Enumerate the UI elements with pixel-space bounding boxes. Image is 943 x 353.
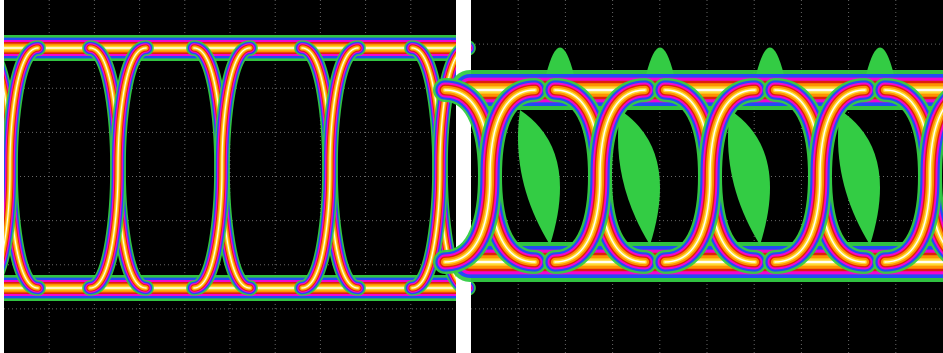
spike bbox=[756, 47, 784, 75]
trace bbox=[444, 89, 536, 263]
fill-blob bbox=[838, 110, 880, 245]
spike bbox=[866, 47, 894, 75]
trace bbox=[884, 108, 943, 263]
trace bbox=[554, 89, 646, 263]
spike bbox=[546, 47, 574, 75]
trace bbox=[89, 47, 147, 289]
fill-blob bbox=[518, 110, 560, 245]
edge-mask bbox=[0, 0, 4, 353]
fill-blob bbox=[618, 110, 660, 245]
trace bbox=[774, 89, 866, 263]
fill-blob bbox=[728, 110, 770, 245]
edge-mask bbox=[456, 0, 471, 353]
right-eye bbox=[433, 0, 943, 353]
trace bbox=[193, 47, 251, 289]
trace bbox=[0, 47, 39, 265]
trace bbox=[664, 89, 756, 263]
spike bbox=[646, 47, 674, 75]
trace bbox=[301, 47, 359, 289]
trace bbox=[411, 47, 469, 289]
